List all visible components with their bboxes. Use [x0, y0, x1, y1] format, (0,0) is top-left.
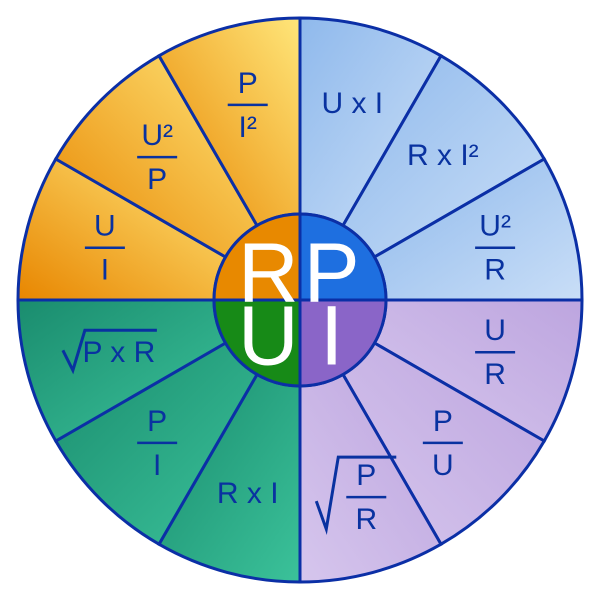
- svg-text:P: P: [356, 459, 376, 492]
- svg-text:P x R: P x R: [82, 336, 155, 369]
- svg-text:R: R: [484, 254, 506, 287]
- svg-text:U²: U²: [141, 119, 173, 152]
- svg-text:I: I: [101, 254, 109, 287]
- svg-text:R x I: R x I: [217, 477, 279, 510]
- svg-text:U: U: [484, 314, 506, 347]
- svg-text:R x I²: R x I²: [407, 139, 479, 172]
- hub-letter-U: U: [238, 289, 299, 383]
- svg-text:R: R: [484, 358, 506, 391]
- formula-U-0: R x I: [217, 477, 279, 510]
- svg-text:P: P: [238, 67, 258, 100]
- svg-text:U: U: [94, 210, 116, 243]
- svg-text:I²: I²: [239, 111, 257, 144]
- svg-text:P: P: [433, 405, 453, 438]
- formula-P-0: U x I: [321, 87, 383, 120]
- svg-text:U: U: [432, 449, 454, 482]
- hub-letter-I: I: [320, 289, 343, 383]
- svg-text:P: P: [147, 405, 167, 438]
- formula-P-1: R x I²: [407, 139, 479, 172]
- svg-text:U²: U²: [479, 210, 511, 243]
- svg-text:P: P: [147, 163, 167, 196]
- ohms-law-wheel: UIU²PPI²U x IR x I²U²RURPUPRR x IPIP x R…: [0, 0, 600, 600]
- svg-text:R: R: [355, 503, 377, 536]
- svg-text:U x I: U x I: [321, 87, 383, 120]
- svg-text:I: I: [153, 449, 161, 482]
